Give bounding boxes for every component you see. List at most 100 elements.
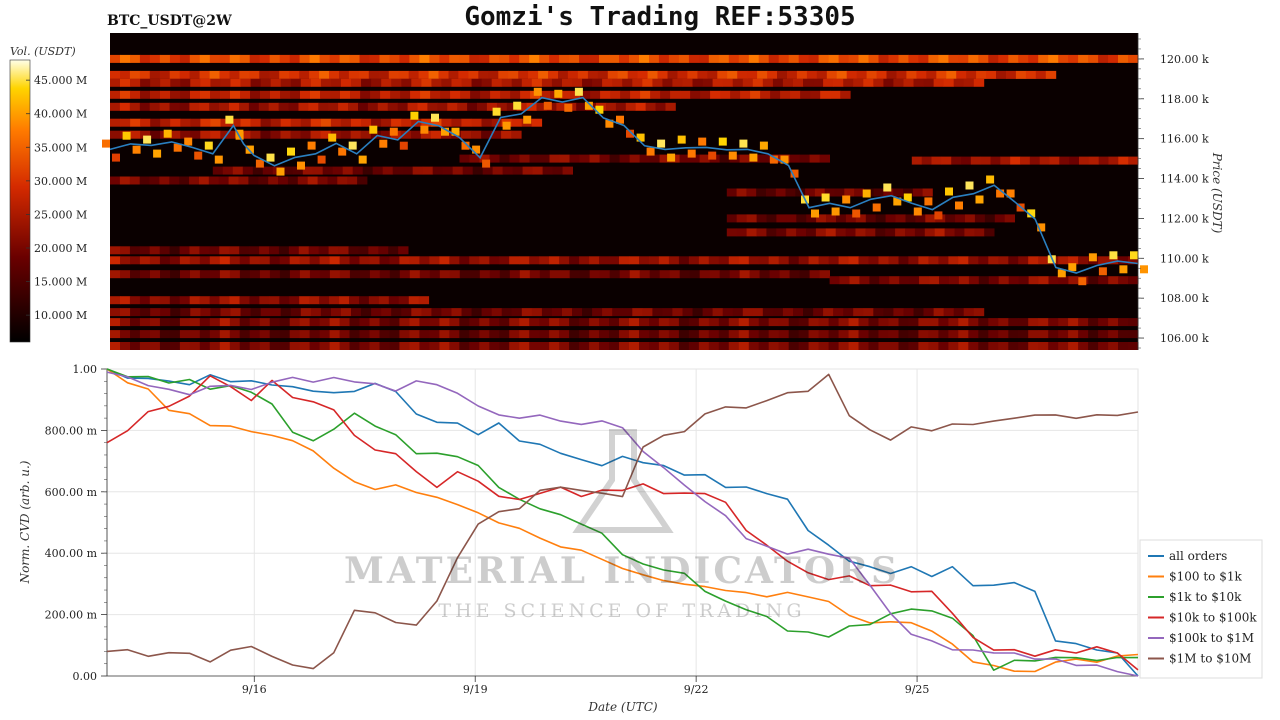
- heatmap-cell: [469, 270, 481, 279]
- heatmap-cell: [1048, 54, 1059, 63]
- heatmap-cell: [159, 330, 171, 339]
- heatmap-cell: [602, 78, 613, 87]
- heatmap-cell: [898, 330, 909, 339]
- heatmap-cell: [736, 214, 747, 223]
- heatmap-cell: [828, 318, 839, 327]
- heatmap-cell: [447, 102, 458, 111]
- heatmap-cell: [559, 330, 570, 339]
- heatmap-cell: [984, 228, 995, 237]
- heatmap-cell: [319, 256, 330, 265]
- heatmap-cell: [609, 54, 620, 63]
- heatmap-cell: [239, 102, 250, 111]
- heatmap-cell: [678, 54, 690, 63]
- heatmap-cell: [793, 78, 804, 87]
- heatmap-cell: [290, 308, 302, 317]
- heatmap-cell: [120, 118, 131, 127]
- heatmap-cell: [189, 256, 201, 265]
- heatmap-cell: [470, 90, 481, 99]
- heatmap-cell: [740, 90, 751, 99]
- heatmap-cell: [729, 270, 741, 279]
- heatmap-cell: [855, 214, 867, 223]
- heatmap-cell: [549, 54, 560, 63]
- heatmap-cell: [796, 70, 808, 79]
- heatmap-cell: [409, 342, 420, 350]
- heatmap-cell: [159, 318, 171, 327]
- heatmap-cell: [622, 308, 633, 317]
- heatmap-cell: [1038, 342, 1049, 350]
- heatmap-cell: [110, 118, 121, 127]
- heatmap-cell: [1058, 256, 1069, 265]
- heatmap-cell: [208, 176, 220, 185]
- heatmap-cell: [451, 118, 462, 127]
- heatmap-cell: [531, 78, 543, 87]
- heatmap-cell: [300, 118, 312, 127]
- heatmap-cell: [279, 256, 291, 265]
- heatmap-cell: [409, 256, 420, 265]
- heatmap-cell: [469, 330, 480, 339]
- heatmap-cell: [848, 318, 859, 327]
- heatmap-cell: [509, 270, 521, 279]
- heatmap-cell: [170, 118, 181, 127]
- heatmap-cell: [1008, 256, 1019, 265]
- heatmap-cell: [329, 70, 340, 79]
- heatmap-cell: [589, 270, 601, 279]
- heatmap-cell: [279, 330, 291, 339]
- heatmap-cell: [320, 130, 331, 139]
- heatmap-cell: [169, 318, 181, 327]
- heatmap-cell: [595, 105, 604, 114]
- heatmap-cell: [552, 166, 563, 175]
- heatmap-cell: [309, 70, 320, 79]
- heatmap-cell: [489, 54, 500, 63]
- heatmap-cell: [531, 308, 543, 317]
- heatmap-cell: [239, 246, 250, 255]
- heatmap-cell: [139, 70, 151, 79]
- heatmap-cell: [893, 308, 904, 317]
- heatmap-cell: [1128, 330, 1139, 339]
- heatmap-cell: [240, 90, 251, 99]
- heatmap-cell: [399, 270, 411, 279]
- heatmap-cell: [758, 342, 770, 350]
- price-tick-label: 106.00 k: [1160, 332, 1209, 345]
- heatmap-cell: [819, 270, 830, 279]
- heatmap-cell: [888, 54, 899, 63]
- heatmap-cell: [988, 256, 999, 265]
- heatmap-cell: [222, 166, 234, 175]
- heatmap-cell: [1038, 318, 1049, 327]
- heatmap-cell: [599, 154, 610, 163]
- heatmap-cell: [369, 270, 381, 279]
- heatmap-cell: [793, 308, 804, 317]
- heatmap-cell: [219, 256, 231, 265]
- heatmap-cell: [540, 90, 551, 99]
- watermark-line1: MATERIAL INDICATORS: [344, 550, 900, 592]
- heatmap-cell: [559, 54, 570, 63]
- heatmap-cell: [449, 54, 460, 63]
- heatmap-cell: [968, 54, 979, 63]
- heatmap-cell: [309, 256, 320, 265]
- heatmap-cell: [388, 246, 399, 255]
- heatmap-cell: [307, 176, 318, 185]
- heatmap-cell: [692, 78, 703, 87]
- heatmap-cell: [440, 90, 451, 99]
- heatmap-cell: [1078, 54, 1089, 63]
- heatmap-cell: [173, 143, 182, 152]
- heatmap-cell: [718, 342, 730, 350]
- legend-label: all orders: [1169, 549, 1227, 563]
- heatmap-cell: [722, 78, 734, 87]
- heatmap-cell: [287, 176, 299, 185]
- heatmap-cell: [479, 330, 490, 339]
- heatmap-cell: [542, 166, 553, 175]
- heatmap-cell: [737, 70, 748, 79]
- heatmap-cell: [1078, 342, 1089, 350]
- heatmap-cell: [678, 318, 690, 327]
- heatmap-cell: [290, 130, 301, 139]
- heatmap-cell: [410, 130, 422, 139]
- heatmap-cell: [468, 70, 479, 79]
- colorbar-tick-label: 45.000 M: [34, 74, 87, 87]
- heatmap-cell: [269, 256, 281, 265]
- heatmap-cell: [110, 256, 121, 265]
- heatmap-cell: [310, 90, 321, 99]
- heatmap-cell: [459, 154, 470, 163]
- heatmap-cell: [738, 318, 750, 327]
- heatmap-cell: [878, 318, 889, 327]
- heatmap-cell: [1015, 70, 1027, 79]
